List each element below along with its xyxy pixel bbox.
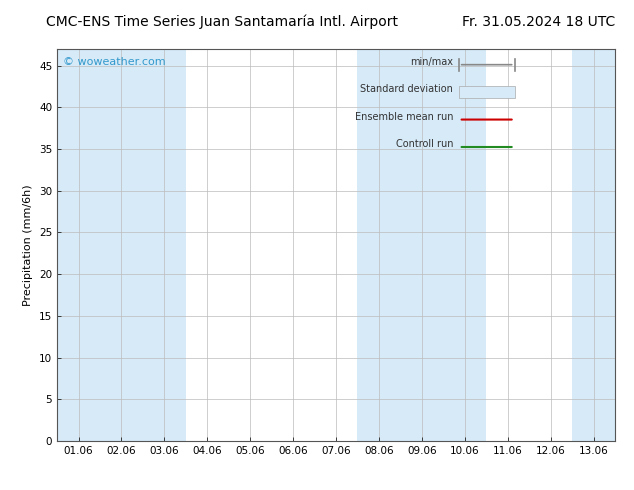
Bar: [57, 49, 186, 441]
Text: CMC-ENS Time Series Juan Santamaría Intl. Airport: CMC-ENS Time Series Juan Santamaría Intl…: [46, 15, 398, 29]
Text: Controll run: Controll run: [396, 139, 453, 149]
FancyBboxPatch shape: [459, 86, 515, 98]
Bar: [358, 49, 486, 441]
Text: min/max: min/max: [410, 57, 453, 67]
Bar: [572, 49, 634, 441]
Text: Standard deviation: Standard deviation: [360, 84, 453, 94]
Y-axis label: Precipitation (mm/6h): Precipitation (mm/6h): [23, 184, 34, 306]
Text: © woweather.com: © woweather.com: [63, 57, 165, 67]
Text: Fr. 31.05.2024 18 UTC: Fr. 31.05.2024 18 UTC: [462, 15, 615, 29]
Text: Ensemble mean run: Ensemble mean run: [354, 112, 453, 122]
